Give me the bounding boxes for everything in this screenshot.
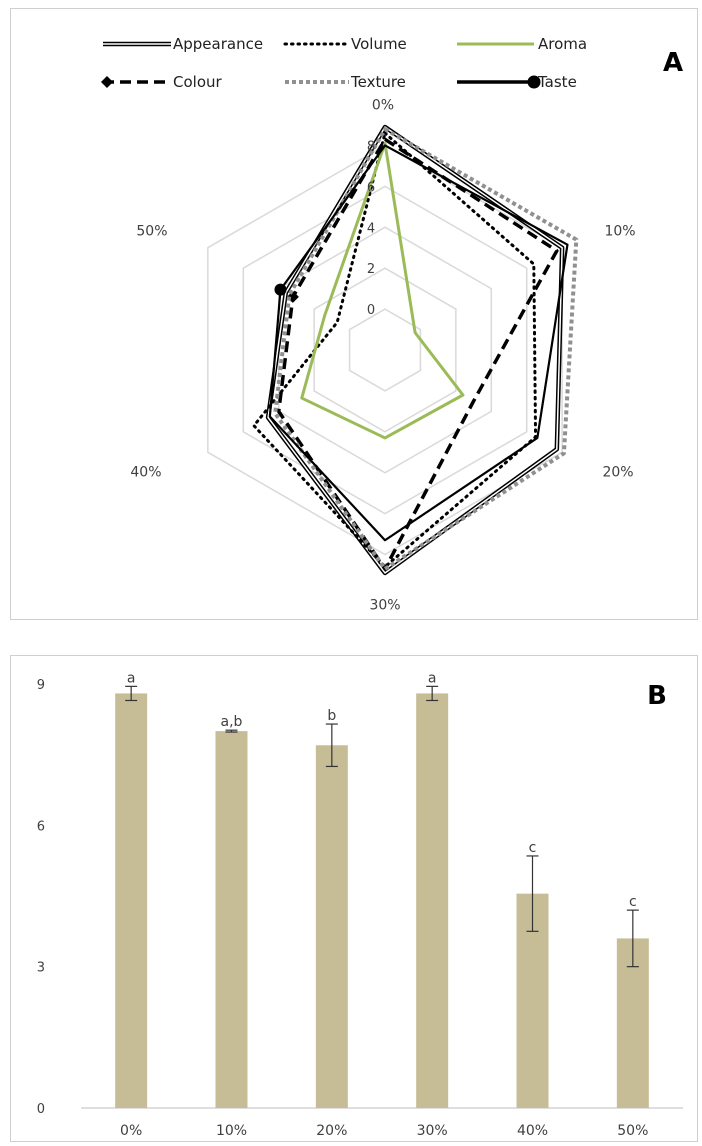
radar-gridline-0 xyxy=(348,308,422,392)
category-label-4: 40% xyxy=(130,465,161,481)
significance-letter: a,b xyxy=(221,714,243,730)
category-label-3: 30% xyxy=(369,597,400,613)
x-tick-label: 50% xyxy=(617,1123,648,1139)
significance-letter: b xyxy=(327,708,336,724)
radar-series-group xyxy=(252,124,579,576)
radar-series-appearance xyxy=(265,124,565,576)
radar-gridline-6 xyxy=(242,185,528,515)
bar-axis: 0 3 6 9 xyxy=(37,678,683,1117)
radar-legend: Appearance Volume Aroma Colour Texture Taste xyxy=(101,35,587,91)
legend-label-texture: Texture xyxy=(350,73,406,91)
radial-tick-label: 2 xyxy=(367,262,375,277)
panel-label-a: A xyxy=(663,48,683,78)
bar-0% xyxy=(115,693,148,1108)
legend-label-colour: Colour xyxy=(173,73,223,91)
panel-label-b: B xyxy=(647,681,667,711)
significance-letter: c xyxy=(529,840,537,856)
significance-letter: a xyxy=(127,670,136,686)
category-label-2: 20% xyxy=(602,465,633,481)
significance-letter: c xyxy=(629,894,637,910)
radar-labels: 0 2 4 6 8 0% 10% 20% 30% 40% 50% xyxy=(130,98,635,614)
y-tick-label: 3 xyxy=(37,961,45,976)
bar-labels: a 0% a,b 10% b 20% a 30% c 40% c 50% xyxy=(120,670,648,1139)
bar-20% xyxy=(315,745,348,1108)
x-tick-label: 30% xyxy=(417,1123,448,1139)
radar-series-appearance-inner xyxy=(267,126,563,574)
taste-marker xyxy=(274,283,287,296)
bar-chart: 0 3 6 9 a 0% a,b 10% b 20% a 30% c 40% c 50% B xyxy=(37,670,683,1139)
radar-series-aroma xyxy=(300,141,465,440)
radar-grid xyxy=(207,144,563,556)
bar-chart-panel: 0 3 6 9 a 0% a,b 10% b 20% a 30% c 40% c 50% B xyxy=(10,655,698,1142)
bar-30% xyxy=(416,693,449,1108)
radar-gridline-8 xyxy=(207,144,563,556)
significance-letter: a xyxy=(428,670,437,686)
bar-series xyxy=(115,685,649,1108)
x-tick-label: 40% xyxy=(517,1123,548,1139)
radar-chart-panel: 0 2 4 6 8 0% 10% 20% 30% 40% 50% Appearance Volume A… xyxy=(10,8,698,620)
bar-10% xyxy=(215,731,248,1108)
category-label-1: 10% xyxy=(604,223,635,239)
legend-label-taste: Taste xyxy=(537,73,577,91)
radar-series-texture xyxy=(273,127,579,571)
legend-label-appearance: Appearance xyxy=(173,35,263,53)
legend-marker-colour xyxy=(101,76,113,88)
y-tick-label: 6 xyxy=(37,819,45,834)
radial-tick-label: 6 xyxy=(367,180,375,195)
y-tick-label: 9 xyxy=(37,678,45,693)
x-tick-label: 20% xyxy=(316,1123,347,1139)
radial-tick-label: 0 xyxy=(367,303,375,318)
legend-label-volume: Volume xyxy=(351,35,407,53)
legend-marker-taste xyxy=(527,75,541,89)
y-tick-label: 0 xyxy=(37,1102,45,1117)
radial-tick-label: 4 xyxy=(367,221,375,236)
category-label-0: 0% xyxy=(372,98,394,114)
radial-tick-label: 8 xyxy=(367,139,375,154)
x-tick-label: 0% xyxy=(120,1123,142,1139)
radar-gridline-2 xyxy=(313,267,457,433)
x-tick-label: 10% xyxy=(216,1123,247,1139)
legend-label-aroma: Aroma xyxy=(538,35,587,53)
category-label-5: 50% xyxy=(136,223,167,239)
